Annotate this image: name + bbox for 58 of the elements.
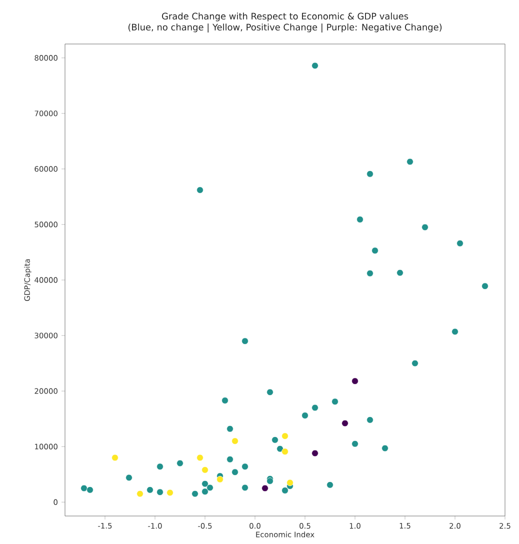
point xyxy=(176,460,184,467)
point xyxy=(366,170,374,178)
point xyxy=(112,454,118,462)
point xyxy=(232,468,238,476)
point xyxy=(202,488,208,495)
point xyxy=(342,420,348,427)
point xyxy=(422,224,428,231)
point xyxy=(326,482,334,488)
point xyxy=(202,466,208,474)
point xyxy=(86,486,94,494)
point xyxy=(406,158,414,166)
point xyxy=(302,412,308,419)
point xyxy=(282,487,288,494)
point xyxy=(166,489,174,496)
point xyxy=(156,463,164,470)
point xyxy=(126,474,132,482)
point xyxy=(196,454,204,462)
point xyxy=(222,397,228,404)
point xyxy=(156,488,164,496)
point xyxy=(396,269,404,276)
point xyxy=(262,484,268,492)
point xyxy=(232,438,238,444)
point xyxy=(226,425,234,432)
point xyxy=(206,484,214,492)
point xyxy=(312,62,318,70)
point xyxy=(226,456,234,463)
point xyxy=(136,490,144,498)
point xyxy=(146,486,154,494)
point xyxy=(242,484,248,492)
point xyxy=(276,445,284,452)
point xyxy=(282,448,288,455)
point xyxy=(196,186,204,194)
point xyxy=(286,479,294,486)
point xyxy=(272,436,278,444)
point xyxy=(366,270,374,277)
point xyxy=(202,480,208,488)
point xyxy=(312,450,318,457)
point xyxy=(242,463,248,470)
point xyxy=(482,282,488,290)
point xyxy=(282,432,288,440)
point xyxy=(456,240,464,247)
point xyxy=(266,478,274,484)
point xyxy=(356,216,364,223)
point xyxy=(332,398,338,406)
point xyxy=(366,416,374,424)
point xyxy=(242,338,248,344)
point xyxy=(312,404,318,412)
point xyxy=(192,490,198,498)
point xyxy=(352,440,358,448)
point xyxy=(382,444,388,452)
point xyxy=(452,328,458,336)
point xyxy=(372,247,378,254)
chart-title: Grade Change with Respect to Economic & GDP values (Blue, no change | Yellow, Positive Change | Purple: Negative Change) xyxy=(128,12,442,32)
point xyxy=(216,476,224,483)
point xyxy=(352,378,358,384)
point xyxy=(80,484,88,492)
point xyxy=(412,360,418,367)
point xyxy=(266,388,274,396)
